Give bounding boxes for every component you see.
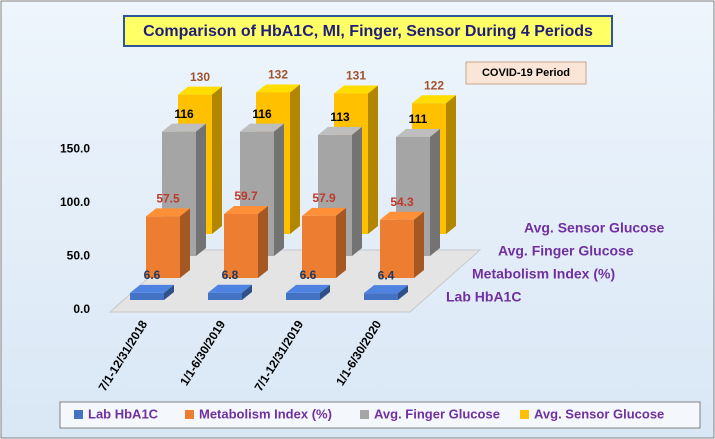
value-label: 122	[424, 78, 444, 92]
bar-top	[146, 208, 190, 217]
bar-side	[320, 284, 330, 300]
y-tick-label: 50.0	[67, 249, 91, 263]
bar-side	[180, 208, 190, 278]
value-label: 59.7	[234, 189, 258, 203]
bar-side	[274, 123, 284, 256]
bar-top	[224, 205, 268, 214]
bar-top	[178, 86, 222, 95]
depth-label: Avg. Sensor Glucose	[524, 220, 665, 236]
value-label: 131	[346, 69, 366, 83]
bar-side	[290, 84, 300, 234]
value-label: 6.8	[222, 268, 239, 282]
bar	[364, 285, 408, 300]
bar-front	[302, 215, 336, 278]
bar-top	[380, 211, 424, 220]
depth-label: Avg. Finger Glucose	[498, 243, 634, 259]
bar-top	[412, 95, 456, 104]
bar-top	[240, 123, 284, 132]
bar-top	[286, 284, 330, 293]
bar-front	[130, 292, 164, 300]
bar-side	[164, 284, 174, 300]
bar-side	[212, 86, 222, 234]
value-label: 116	[174, 107, 194, 121]
legend-label: Avg. Sensor Glucose	[534, 406, 664, 421]
value-label: 132	[268, 68, 288, 82]
bar-front	[364, 293, 398, 300]
bar	[224, 205, 268, 278]
title-box	[123, 15, 613, 47]
value-label: 130	[190, 70, 210, 84]
bar-side	[258, 205, 268, 278]
bar-top	[162, 123, 206, 132]
bar	[208, 284, 252, 300]
annotation-box	[465, 61, 587, 85]
bar-front	[146, 216, 180, 278]
bar-side	[196, 123, 206, 256]
value-label: 111	[409, 112, 428, 126]
legend-swatch	[520, 410, 529, 419]
y-tick-label: 0.0	[73, 302, 90, 316]
bar	[146, 208, 190, 278]
legend-box	[59, 401, 701, 429]
bar-front	[380, 219, 414, 278]
value-label: 113	[330, 110, 350, 124]
y-tick-label: 150.0	[60, 141, 90, 155]
value-label: 6.6	[144, 268, 161, 282]
bar-side	[414, 211, 424, 278]
bar-side	[446, 95, 456, 234]
legend-swatch	[74, 410, 83, 419]
value-label: 54.3	[390, 195, 414, 209]
bar-top	[130, 284, 174, 293]
bar-side	[368, 85, 378, 235]
value-label: 57.5	[156, 192, 180, 206]
value-label: 57.9	[312, 191, 336, 205]
bar-top	[256, 84, 300, 93]
bar	[286, 284, 330, 300]
bar-front	[286, 292, 320, 300]
value-label: 6.6	[300, 268, 317, 282]
chart-title: Comparison of HbA1C, MI, Finger, Sensor …	[143, 23, 593, 40]
annotation: COVID-19 Period	[482, 67, 570, 79]
depth-label: Lab HbA1C	[446, 289, 521, 305]
bar	[380, 211, 424, 278]
legend-label: Lab HbA1C	[88, 406, 159, 421]
bar-side	[398, 285, 408, 300]
bar-side	[430, 128, 440, 256]
bar-top	[364, 285, 408, 294]
bar-front	[208, 292, 242, 300]
bar-front	[224, 213, 258, 278]
bar-side	[242, 284, 252, 300]
bar-top	[302, 207, 346, 216]
value-label: 116	[252, 107, 272, 121]
legend-label: Avg. Finger Glucose	[374, 406, 500, 421]
bar-top	[208, 284, 252, 293]
legend-label: Metabolism Index (%)	[199, 406, 332, 421]
depth-label: Metabolism Index (%)	[472, 266, 615, 282]
legend-swatch	[360, 410, 369, 419]
bar	[130, 284, 174, 300]
bar-top	[334, 85, 378, 94]
bar-side	[352, 126, 362, 256]
bar-side	[336, 207, 346, 278]
bar	[302, 207, 346, 278]
bar-top	[396, 128, 440, 137]
bar-top	[318, 126, 362, 135]
value-label: 6.4	[378, 268, 395, 282]
legend-swatch	[185, 410, 194, 419]
y-tick-label: 100.0	[60, 195, 90, 209]
